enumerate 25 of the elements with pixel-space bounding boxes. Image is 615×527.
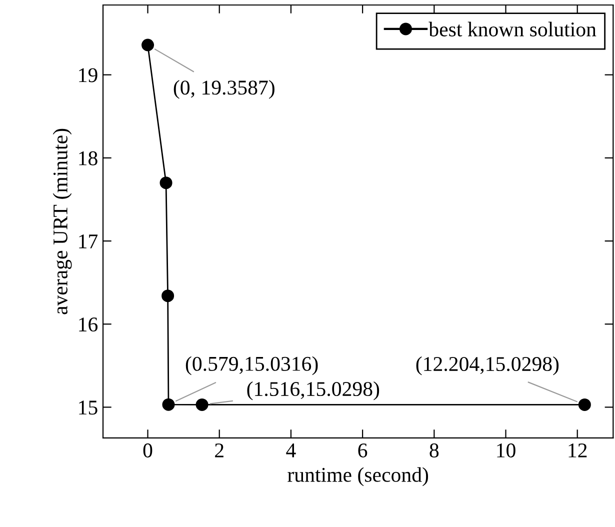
annotation: (0, 19.3587) [174,80,274,99]
point [578,398,591,411]
y-tick-label: 15 [79,400,98,415]
x-tick-label: 0 [143,443,152,458]
annotation: (0.579,15.0316) [186,356,318,376]
y-tick-label: 17 [79,234,98,248]
y-tick-label: 19 [79,68,98,82]
legend-label: best known solution [428,22,596,36]
point [162,290,174,302]
annotation: (1.516,15.0298) [247,381,380,400]
point [162,398,175,411]
y-tick-label: 18 [79,151,98,166]
x-tick-label: 12 [568,443,587,458]
y-tick-label: 16 [79,318,98,332]
x-tick-label: 6 [358,443,368,458]
point [196,398,208,411]
x-tick-label: 4 [286,444,296,458]
x-tick-label: 10 [497,443,516,458]
x-tick-label: 2 [215,443,224,458]
x-axis-title: runtime (second) [288,467,428,486]
annotation: (12.204,15.0298) [416,356,559,376]
y-axis-title: average URT (minute) [52,128,72,314]
point [142,38,154,52]
point [160,176,172,190]
x-tick-label: 8 [430,443,439,458]
